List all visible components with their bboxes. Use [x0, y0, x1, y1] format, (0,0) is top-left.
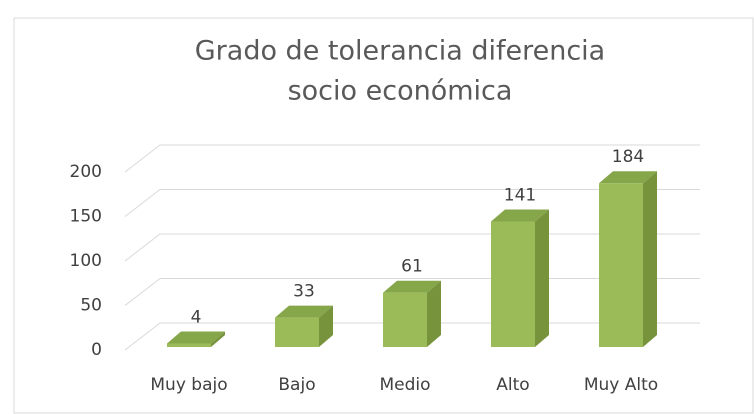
bar-side	[643, 171, 657, 347]
bar-top	[275, 305, 333, 318]
grid-line	[124, 144, 700, 173]
x-tick-label: Muy Alto	[584, 375, 658, 395]
bar-side	[427, 280, 441, 347]
y-tick-label: 100	[70, 251, 102, 271]
chart-title: Grado de tolerancia diferencia	[195, 36, 605, 67]
x-tick-label: Bajo	[278, 375, 315, 395]
bar	[491, 221, 535, 347]
y-tick-label: 200	[70, 162, 102, 182]
bar-side	[211, 331, 225, 347]
data-label: 141	[504, 186, 536, 206]
y-tick-label: 150	[70, 207, 102, 227]
bar	[275, 317, 319, 347]
x-tick-label: Alto	[496, 375, 529, 395]
data-label: 33	[293, 282, 315, 302]
data-label: 4	[191, 307, 202, 327]
chart-title-2: socio económica	[288, 76, 513, 107]
bar-side	[319, 305, 333, 347]
bar-top	[383, 280, 441, 293]
data-label: 184	[612, 147, 644, 167]
y-tick-label: 0	[91, 340, 102, 360]
bar	[599, 183, 643, 347]
bar-top	[491, 209, 549, 222]
x-tick-label: Medio	[379, 375, 430, 395]
grid-line	[124, 189, 700, 217]
bar-top	[599, 171, 657, 184]
x-tick-label: Muy bajo	[150, 375, 227, 395]
bar	[383, 292, 427, 347]
bar-top	[167, 331, 225, 344]
data-label: 61	[401, 257, 423, 277]
bar	[167, 343, 211, 347]
y-tick-label: 50	[80, 296, 102, 316]
bar-side	[535, 209, 549, 347]
